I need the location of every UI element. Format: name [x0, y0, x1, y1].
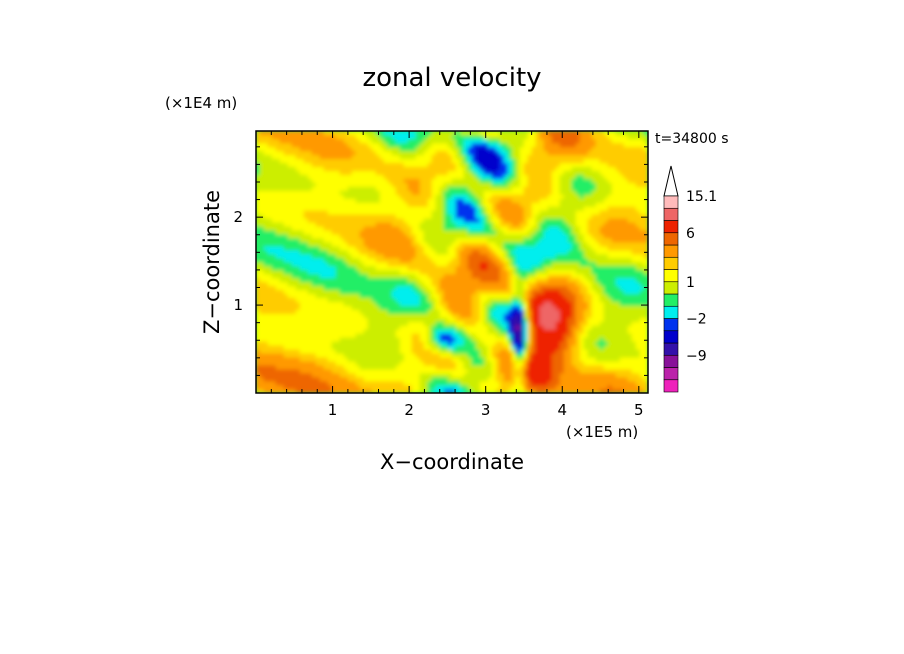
x-tick-label: 4	[557, 401, 567, 419]
colorbar-label: 1	[686, 275, 695, 291]
colorbar-swatch	[663, 330, 679, 344]
colorbar-label: 6	[686, 226, 695, 242]
colorbar-swatch	[663, 305, 679, 319]
colorbar-swatch	[663, 256, 679, 270]
colorbar-swatch	[663, 342, 679, 356]
x-unit-label: (×1E5 m)	[566, 423, 638, 441]
y-unit-label: (×1E4 m)	[165, 94, 237, 112]
colorbar-swatch	[663, 281, 679, 295]
colorbar-label: −9	[686, 348, 707, 364]
colorbar: −9 −2 1 6 15.1	[663, 165, 717, 393]
x-axis-title: X−coordinate	[380, 450, 524, 474]
x-tick-label: 2	[404, 401, 414, 419]
y-tick-label: 1	[233, 296, 243, 314]
colorbar-swatch	[663, 269, 679, 283]
plot-area	[256, 131, 648, 393]
colorbar-label: −2	[686, 312, 707, 328]
x-axis: 1 2 3 4 5	[270, 131, 644, 419]
colorbar-swatch	[663, 232, 679, 246]
y-axis: 12	[233, 146, 648, 376]
time-label: t=34800 s	[655, 131, 729, 147]
plot-frame	[255, 130, 649, 394]
chart-title: zonal velocity	[362, 63, 541, 93]
colorbar-swatch	[663, 195, 679, 209]
colorbar-swatch	[663, 207, 679, 221]
colorbar-arrow	[663, 165, 679, 197]
x-tick-label: 3	[481, 401, 491, 419]
x-tick-label: 5	[634, 401, 644, 419]
contour-field	[256, 131, 648, 393]
colorbar-swatch	[663, 293, 679, 307]
colorbar-label: 15.1	[686, 189, 717, 205]
colorbar-swatch	[663, 367, 679, 381]
colorbar-swatch	[663, 244, 679, 258]
colorbar-swatch	[663, 354, 679, 368]
colorbar-swatch	[663, 379, 679, 393]
y-tick-label: 2	[233, 208, 243, 226]
x-tick-label: 1	[328, 401, 338, 419]
colorbar-swatch	[663, 318, 679, 332]
colorbar-swatch	[663, 220, 679, 234]
y-axis-title: Z−coordinate	[200, 190, 224, 334]
